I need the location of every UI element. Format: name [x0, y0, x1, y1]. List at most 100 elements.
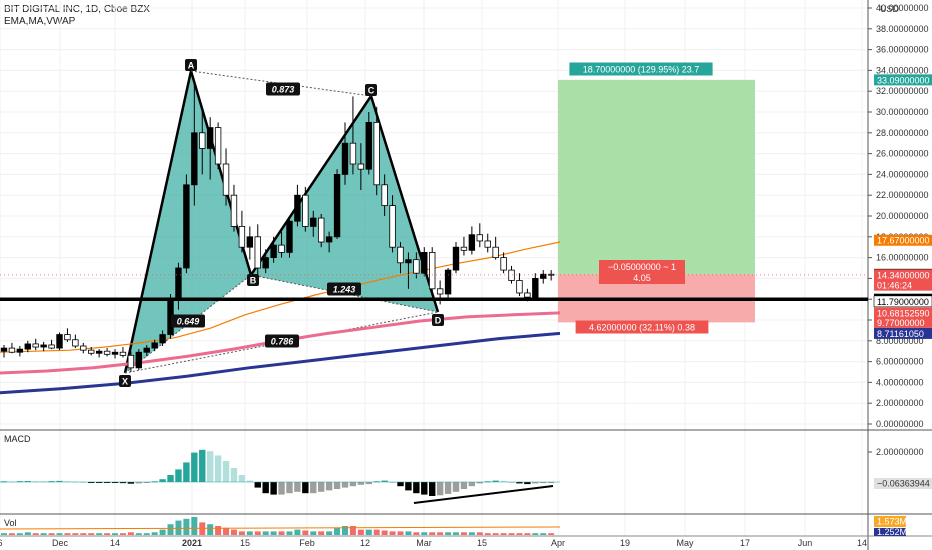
macd-bar — [476, 482, 483, 484]
candle-body — [48, 344, 55, 349]
candle-body — [127, 354, 135, 369]
volume-bar — [334, 527, 341, 535]
price-tick-label: 38.00000000 — [876, 24, 929, 34]
price-badge-text: 01:46:24 — [877, 281, 912, 291]
time-tick-label: Feb — [299, 538, 315, 548]
time-tick-label: Apr — [551, 538, 565, 548]
macd-bar — [111, 482, 119, 483]
macd-bar — [444, 482, 452, 494]
macd-tick-label: 2.00000000 — [876, 447, 924, 457]
price-badge-text: 9.77000000 — [877, 318, 925, 328]
stop-label: 4.62000000 (32.11%) 0.38 — [575, 320, 709, 334]
volume-badge-text: 1.252M — [877, 527, 907, 537]
volume-bar — [492, 533, 499, 535]
volume-bar — [349, 526, 356, 535]
volume-bar — [397, 531, 404, 535]
time-tick-label: Dec — [52, 538, 69, 548]
tag-text: −0.05000000 ~ 1 — [608, 262, 676, 272]
pattern-point-a: A — [185, 59, 197, 71]
volume-bar — [278, 531, 285, 535]
macd-bar — [468, 482, 476, 487]
volume-bar — [207, 524, 214, 535]
macd-histogram — [0, 449, 555, 496]
volume-bar — [373, 529, 380, 535]
macd-bar — [64, 481, 71, 483]
target-label: 18.70000000 (129.95%) 23.7 — [569, 62, 713, 76]
candle-body — [325, 236, 333, 243]
candle-body — [16, 348, 24, 353]
macd-bar — [413, 482, 420, 494]
ratio-label: 0.873 — [266, 82, 300, 96]
volume-bar — [223, 527, 230, 535]
ratio-text: 0.786 — [271, 337, 295, 347]
macd-bar — [397, 482, 404, 487]
volume-bar — [437, 532, 444, 535]
volume-bar — [326, 531, 333, 535]
candle-body — [492, 246, 499, 258]
candle-body — [183, 184, 190, 269]
candle-body — [56, 334, 63, 349]
pattern-point-label: A — [188, 61, 195, 71]
candle-body — [516, 280, 523, 294]
volume-bar — [96, 533, 103, 535]
candle-body — [230, 194, 238, 227]
macd-bar — [127, 482, 135, 484]
volume-bar — [548, 533, 555, 535]
macd-bar — [381, 480, 388, 482]
pattern-point-b: B — [247, 274, 259, 286]
macd-bar — [16, 481, 24, 483]
volume-bar — [32, 533, 39, 535]
candle-body — [389, 205, 396, 248]
price-badge: 8.71161050 — [874, 327, 932, 339]
macd-bar — [32, 481, 39, 483]
ratio-label: 0.786 — [265, 334, 299, 348]
time-tick-label: 15 — [477, 538, 487, 548]
candles — [0, 80, 555, 372]
macd-bar — [119, 482, 127, 484]
price-badge-text: 10.68152590 — [877, 308, 930, 318]
macd-badge: −0.06363944 — [874, 478, 932, 489]
volume-bar — [262, 531, 269, 535]
price-tick-label: 40.00000000 — [876, 3, 929, 13]
tag-text: 4.05 — [633, 273, 651, 283]
macd-bar — [206, 451, 214, 482]
candle-body — [365, 122, 372, 170]
price-tick-label: 34.00000000 — [876, 65, 929, 75]
volume-bar — [413, 532, 420, 535]
price-badge-text: 8.71161050 — [877, 329, 924, 339]
macd-bar — [429, 482, 436, 496]
candle-body — [421, 251, 428, 274]
candle-body — [238, 225, 246, 248]
macd-bar — [199, 449, 206, 482]
candle-body — [199, 132, 206, 149]
candle-body — [547, 273, 555, 276]
candle-body — [143, 347, 150, 353]
candle-body — [246, 236, 254, 248]
candle-body — [72, 339, 79, 347]
price-tick-label: 24.00000000 — [876, 169, 929, 179]
tag-text: 18.70000000 (129.95%) 23.7 — [583, 65, 700, 75]
pattern-point-d: D — [432, 314, 444, 326]
candle-body — [214, 127, 222, 165]
time-tick-label: 15 — [240, 538, 250, 548]
candle-body — [397, 246, 404, 264]
macd-bar — [318, 482, 325, 492]
macd-bar — [436, 482, 444, 496]
macd-bar — [167, 475, 174, 482]
volume-bar — [238, 531, 245, 535]
macd-bar — [103, 482, 111, 483]
price-tick-label: 0.00000000 — [876, 419, 924, 429]
volume-bar — [389, 531, 396, 535]
candle-body — [381, 184, 388, 207]
macd-title: MACD — [4, 434, 31, 444]
volume-bar — [476, 532, 483, 535]
candle-body — [476, 234, 483, 242]
volume-bar — [294, 529, 301, 535]
macd-bar — [222, 461, 230, 482]
volume-bar — [143, 533, 150, 535]
price-tick-label: 16.00000000 — [876, 253, 929, 263]
macd-bar — [175, 469, 182, 482]
candle-body — [24, 343, 31, 350]
